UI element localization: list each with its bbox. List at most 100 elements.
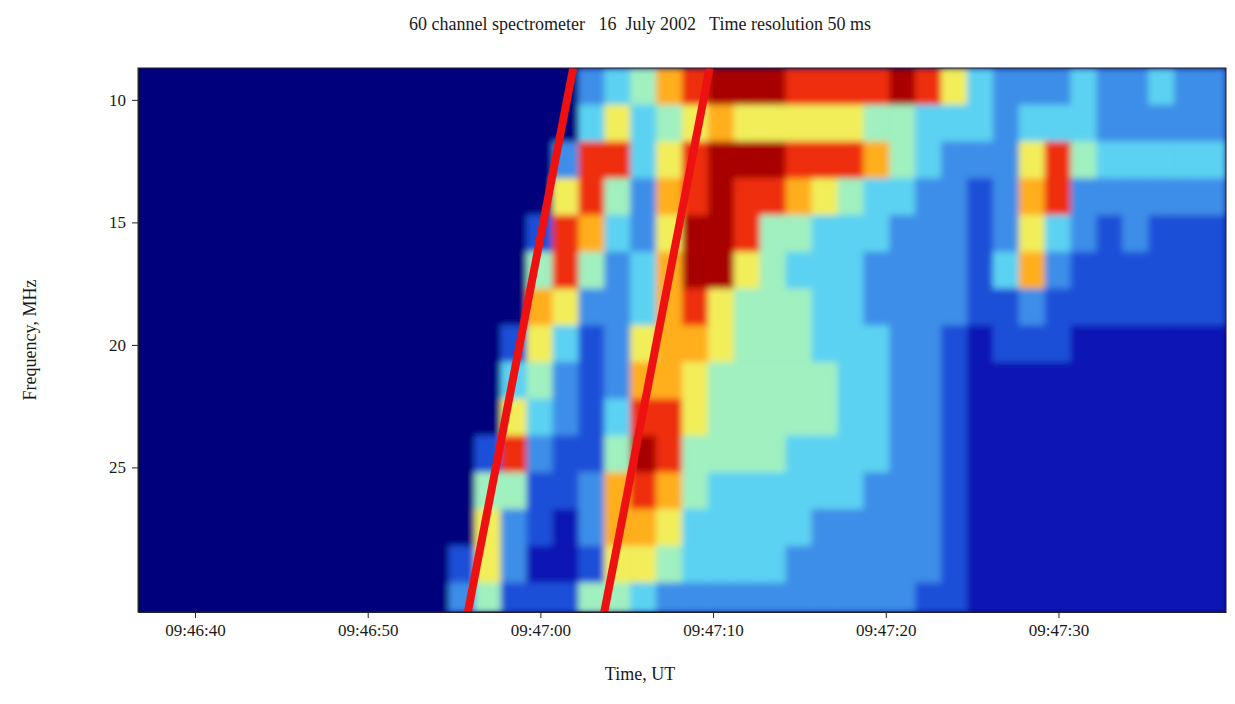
heatmap-cell — [734, 215, 761, 252]
heatmap-cell — [1019, 509, 1046, 546]
heatmap-cell — [319, 142, 346, 179]
heatmap-cell — [993, 472, 1020, 509]
heatmap-cell — [1200, 325, 1226, 362]
heatmap-cell — [319, 583, 346, 612]
heatmap-cell — [1096, 509, 1123, 546]
heatmap-cell — [915, 583, 942, 612]
plot-area — [138, 68, 1226, 612]
heatmap-cell — [812, 142, 839, 179]
heatmap-cell — [190, 68, 217, 105]
heatmap-cell — [734, 436, 761, 473]
heatmap-cell — [216, 178, 243, 215]
x-axis: 09:46:4009:46:5009:47:0009:47:1009:47:20… — [139, 612, 1227, 640]
heatmap-cell — [1071, 289, 1098, 326]
heatmap-cell — [1200, 583, 1226, 612]
heatmap-cell — [760, 509, 787, 546]
heatmap-cell — [319, 68, 346, 105]
heatmap-cell — [786, 215, 813, 252]
heatmap-cell — [138, 546, 165, 583]
heatmap-cell — [915, 436, 942, 473]
heatmap-cell — [190, 509, 217, 546]
heatmap-cell — [371, 436, 398, 473]
heatmap-cell — [397, 362, 424, 399]
heatmap-cell — [501, 252, 528, 289]
heatmap-cell — [1045, 509, 1072, 546]
heatmap-cell — [164, 178, 191, 215]
heatmap-cell — [268, 325, 295, 362]
heatmap-cell — [1174, 252, 1201, 289]
heatmap-cell — [138, 178, 165, 215]
heatmap-cell — [449, 436, 476, 473]
heatmap-cell — [242, 583, 269, 612]
heatmap-cell — [1174, 178, 1201, 215]
y-tick: 10 — [109, 91, 138, 110]
heatmap-cell — [578, 252, 605, 289]
heatmap-cell — [293, 325, 320, 362]
heatmap-cell — [1200, 546, 1226, 583]
heatmap-cell — [449, 472, 476, 509]
heatmap-cell — [734, 399, 761, 436]
heatmap-cell — [501, 583, 528, 612]
heatmap-cell — [837, 289, 864, 326]
heatmap-cell — [1045, 325, 1072, 362]
heatmap-cell — [397, 215, 424, 252]
heatmap-cell — [552, 436, 579, 473]
heatmap-cell — [1096, 215, 1123, 252]
heatmap-cell — [449, 105, 476, 142]
heatmap-cell — [138, 252, 165, 289]
heatmap-cell — [138, 142, 165, 179]
heatmap-cell — [1174, 362, 1201, 399]
x-tick-label: 09:47:10 — [683, 621, 743, 640]
heatmap-cell — [345, 178, 372, 215]
heatmap-cell — [1045, 289, 1072, 326]
heatmap-cell — [1200, 472, 1226, 509]
heatmap-cell — [552, 509, 579, 546]
heatmap-cell — [915, 325, 942, 362]
y-tick-mark — [132, 100, 138, 101]
heatmap-cell — [863, 436, 890, 473]
heatmap-cell — [604, 436, 631, 473]
heatmap-cell — [941, 583, 968, 612]
heatmap-cell — [319, 436, 346, 473]
heatmap-cell — [786, 325, 813, 362]
heatmap-cell — [293, 68, 320, 105]
heatmap-cell — [656, 105, 683, 142]
heatmap-cell — [630, 68, 657, 105]
heatmap-cell — [812, 325, 839, 362]
heatmap-cell — [1071, 142, 1098, 179]
heatmap-cell — [527, 325, 554, 362]
heatmap-cell — [1122, 105, 1149, 142]
heatmap-cell — [319, 105, 346, 142]
heatmap-cell — [889, 68, 916, 105]
heatmap-cell — [1019, 289, 1046, 326]
heatmap-cell — [319, 399, 346, 436]
heatmap-cell — [397, 472, 424, 509]
heatmap-cell — [812, 215, 839, 252]
heatmap-cell — [863, 252, 890, 289]
heatmap-cell — [319, 509, 346, 546]
x-tick-mark — [713, 612, 714, 618]
heatmap-cell — [967, 178, 994, 215]
heatmap-cell — [423, 399, 450, 436]
heatmap-cell — [423, 252, 450, 289]
heatmap-cell — [1174, 399, 1201, 436]
heatmap-cell — [1045, 546, 1072, 583]
heatmap-cell — [1096, 546, 1123, 583]
heatmap-cell — [475, 215, 502, 252]
heatmap-cell — [242, 472, 269, 509]
heatmap-cell — [915, 68, 942, 105]
heatmap-cell — [423, 325, 450, 362]
heatmap-cell — [397, 105, 424, 142]
heatmap-cell — [449, 252, 476, 289]
heatmap-cell — [941, 178, 968, 215]
heatmap-cell — [993, 583, 1020, 612]
heatmap-cell — [967, 289, 994, 326]
heatmap-cell — [475, 142, 502, 179]
heatmap-cell — [604, 289, 631, 326]
heatmap-cell — [682, 215, 709, 252]
y-tick-mark — [132, 222, 138, 223]
heatmap-cell — [993, 68, 1020, 105]
heatmap-cell — [941, 436, 968, 473]
heatmap-cell — [812, 68, 839, 105]
heatmap-cell — [423, 289, 450, 326]
